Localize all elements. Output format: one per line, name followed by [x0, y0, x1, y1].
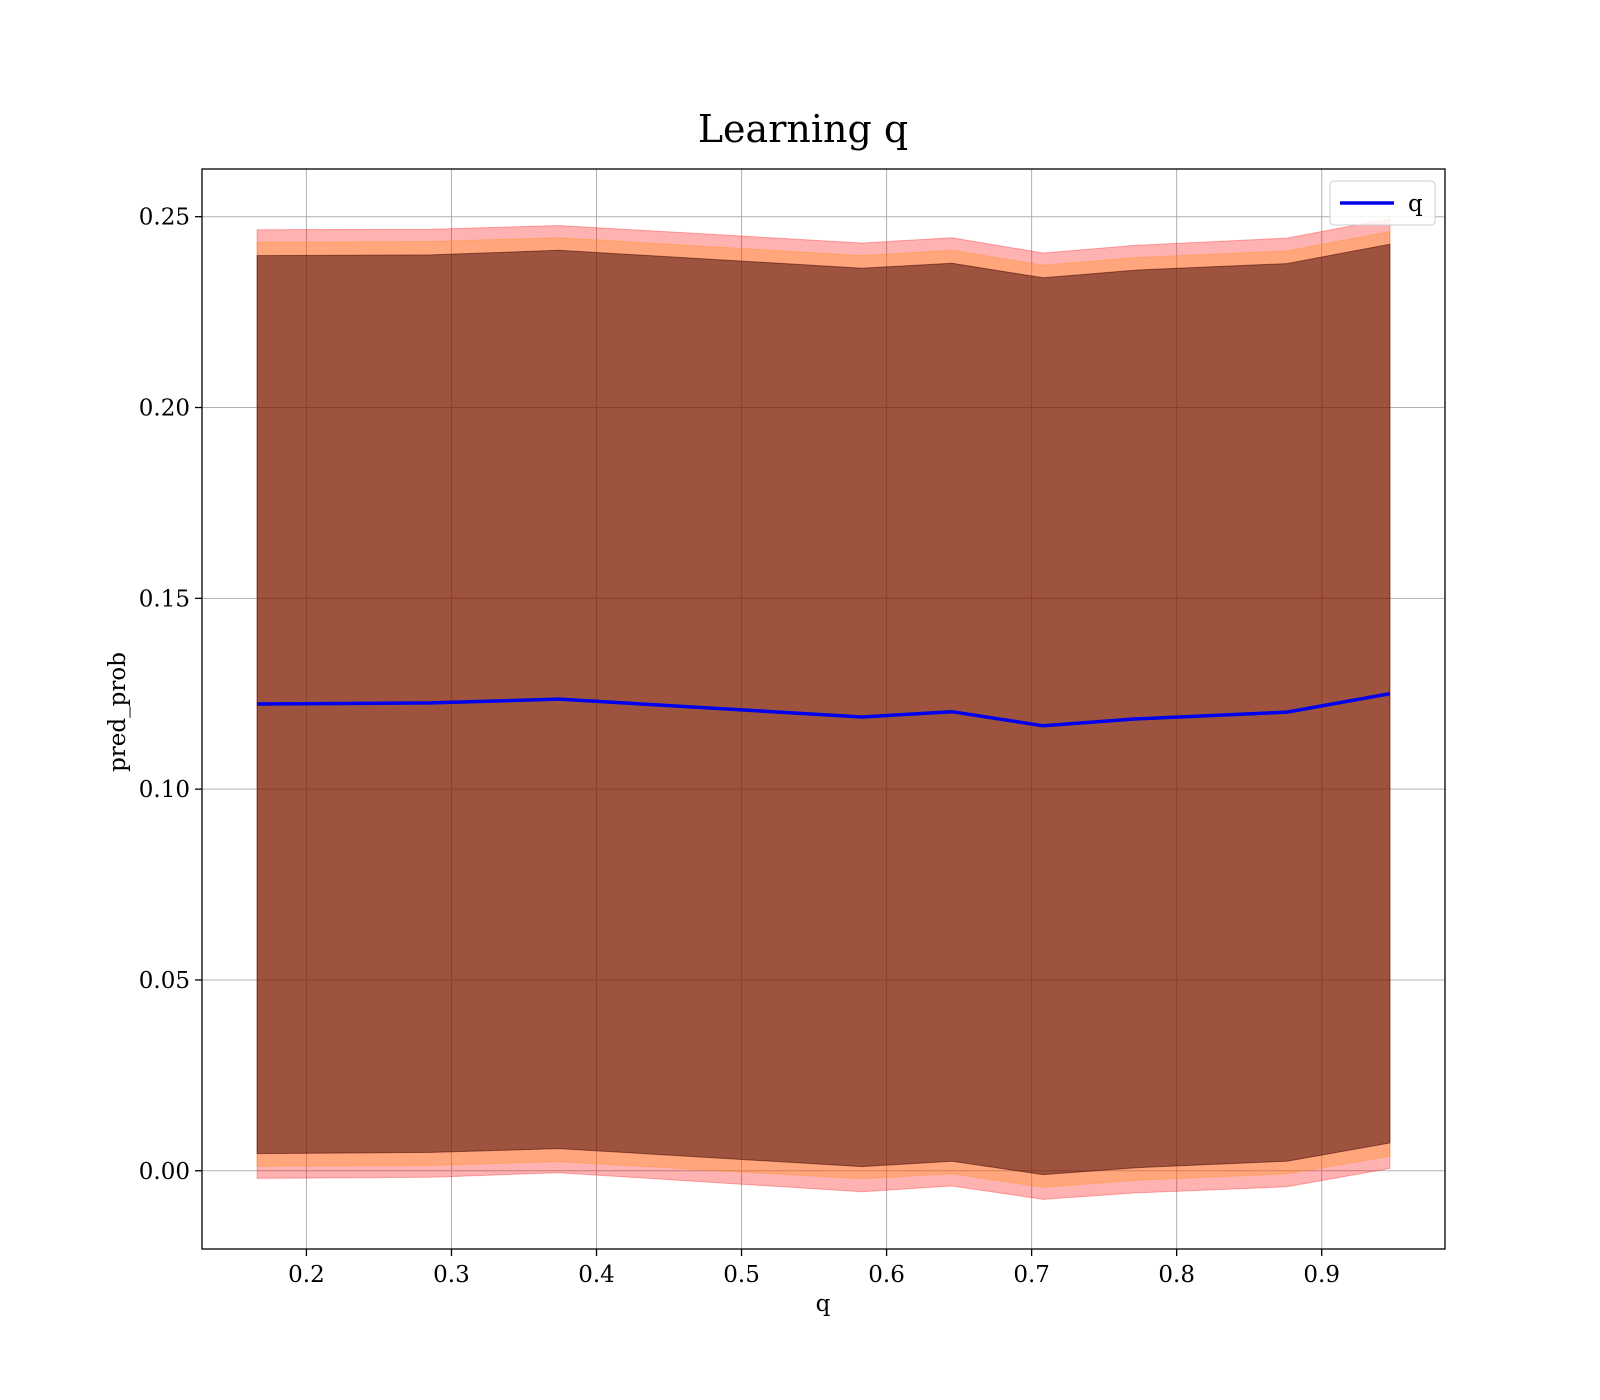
x-tick-label-1: 0.3: [433, 1262, 470, 1288]
y-tick-label-2: 0.10: [139, 777, 190, 803]
band-2: [256, 243, 1391, 1176]
confidence-bands: [256, 217, 1391, 1200]
chart-title: Learning q: [698, 107, 908, 151]
x-tick-label-7: 0.9: [1303, 1262, 1340, 1288]
x-tick-label-4: 0.6: [868, 1262, 905, 1288]
y-tick-label-0: 0.00: [139, 1159, 190, 1185]
y-tick-label-1: 0.05: [139, 968, 190, 994]
y-tick-label-5: 0.25: [139, 205, 190, 231]
y-axis-label: pred_prob: [105, 652, 131, 772]
x-tick-label-3: 0.5: [723, 1262, 760, 1288]
y-axis: 0.00 0.05 0.10 0.15 0.20 0.25: [139, 205, 202, 1185]
x-tick-label-0: 0.2: [288, 1262, 325, 1288]
x-axis: 0.2 0.3 0.4 0.5 0.6 0.7 0.8 0.9: [288, 1249, 1340, 1288]
series-lines: [257, 691, 1391, 728]
x-tick-label-2: 0.4: [578, 1262, 615, 1288]
x-axis-label: q: [816, 1291, 831, 1317]
x-tick-label-6: 0.8: [1158, 1262, 1195, 1288]
plot-frame: [201, 168, 1446, 1250]
series-line-0: [257, 691, 1391, 728]
y-tick-label-3: 0.15: [139, 586, 190, 612]
legend-label-0: q: [1408, 191, 1423, 217]
legend: q: [1329, 180, 1436, 226]
x-tick-label-5: 0.7: [1013, 1262, 1050, 1288]
y-tick-label-4: 0.20: [139, 396, 190, 422]
